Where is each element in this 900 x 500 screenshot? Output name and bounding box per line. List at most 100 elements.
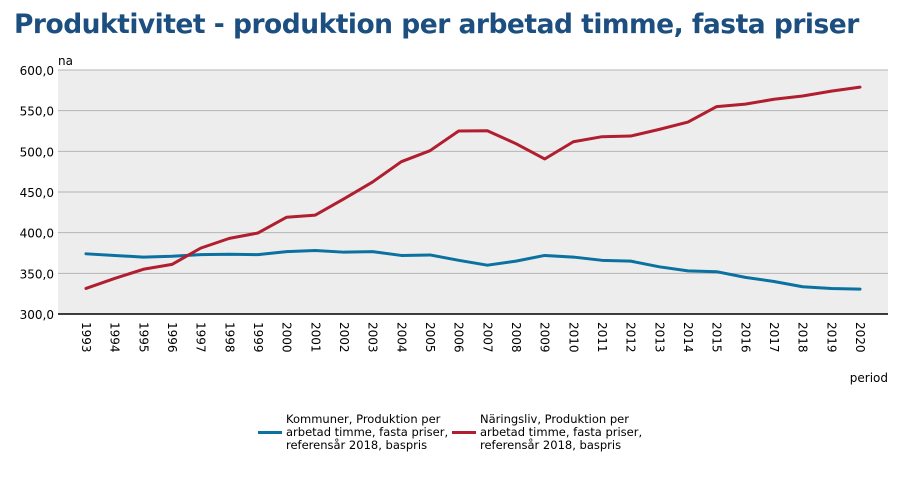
data-point bbox=[170, 255, 174, 258]
x-tick-label: 2013 bbox=[652, 322, 666, 353]
legend-label-naringsliv: Näringsliv, Produktion per arbetad timme… bbox=[480, 412, 643, 452]
data-point bbox=[600, 135, 604, 138]
data-point bbox=[801, 94, 804, 98]
data-point bbox=[457, 129, 460, 133]
data-point bbox=[199, 246, 202, 250]
x-axis-label: period bbox=[850, 371, 888, 385]
data-point bbox=[830, 89, 833, 93]
legend-swatch-kommuner bbox=[258, 431, 282, 434]
data-point bbox=[830, 287, 833, 290]
x-tick-label: 2005 bbox=[423, 322, 437, 353]
y-tick-label: 350,0 bbox=[20, 267, 54, 281]
data-point bbox=[801, 285, 804, 288]
y-axis-label: na bbox=[58, 54, 73, 68]
chart-title: Produktivitet - produktion per arbetad t… bbox=[14, 9, 859, 40]
data-point bbox=[228, 253, 231, 256]
data-point bbox=[256, 253, 260, 256]
x-tick-label: 2001 bbox=[308, 322, 322, 353]
data-point bbox=[170, 263, 174, 266]
data-point bbox=[285, 216, 288, 219]
data-point bbox=[514, 142, 518, 145]
x-tick-label: 2011 bbox=[595, 322, 609, 353]
x-tick-label: 2010 bbox=[566, 322, 580, 353]
data-point bbox=[543, 157, 546, 161]
x-tick-label: 1993 bbox=[79, 322, 93, 353]
data-point bbox=[744, 276, 747, 279]
data-point bbox=[486, 264, 489, 267]
series-line-kommuner bbox=[84, 249, 862, 291]
x-tick-label: 2009 bbox=[538, 322, 552, 353]
y-tick-label: 500,0 bbox=[20, 145, 54, 159]
data-point bbox=[744, 102, 747, 106]
data-point bbox=[371, 250, 374, 253]
data-point bbox=[113, 254, 116, 257]
data-point bbox=[772, 280, 776, 283]
data-point bbox=[772, 98, 776, 101]
legend-label-kommuner: Kommuner, Produktion per arbetad timme, … bbox=[286, 412, 449, 452]
data-point bbox=[486, 129, 489, 132]
data-point bbox=[314, 213, 317, 217]
data-point bbox=[572, 140, 575, 143]
data-point bbox=[514, 259, 518, 263]
data-point bbox=[858, 85, 862, 89]
data-point bbox=[84, 287, 88, 290]
x-tick-label: 1999 bbox=[251, 322, 265, 353]
legend-item-kommuner: Kommuner, Produktion per arbetad timme, … bbox=[258, 413, 456, 452]
data-point bbox=[400, 254, 403, 257]
x-tick-label: 2012 bbox=[624, 322, 638, 353]
data-point bbox=[629, 134, 632, 138]
x-tick-label: 1994 bbox=[108, 322, 122, 353]
x-tick-label: 1998 bbox=[222, 322, 236, 353]
y-tick-label: 450,0 bbox=[20, 186, 54, 200]
y-tick-label: 400,0 bbox=[20, 227, 54, 241]
data-point bbox=[715, 105, 718, 108]
x-tick-label: 2003 bbox=[366, 322, 380, 353]
data-point bbox=[256, 231, 260, 235]
y-tick-label: 600,0 bbox=[20, 64, 54, 78]
data-point bbox=[142, 255, 145, 259]
x-tick-label: 1995 bbox=[136, 322, 150, 353]
legend-item-naringsliv: Näringsliv, Produktion per arbetad timme… bbox=[452, 413, 650, 452]
x-tick-label: 2014 bbox=[681, 322, 695, 353]
x-tick-label: 2008 bbox=[509, 322, 523, 353]
x-tick-label: 2018 bbox=[796, 322, 810, 353]
data-point bbox=[142, 268, 145, 271]
data-point bbox=[457, 259, 460, 262]
x-tick-label: 1997 bbox=[194, 322, 208, 353]
x-tick-label: 1996 bbox=[165, 322, 179, 353]
x-tick-label: 2015 bbox=[710, 322, 724, 353]
x-tick-label: 2019 bbox=[824, 322, 838, 353]
data-point bbox=[428, 149, 432, 152]
x-tick-label: 2020 bbox=[853, 322, 867, 353]
data-point bbox=[658, 128, 661, 131]
x-tick-label: 2007 bbox=[480, 322, 494, 353]
data-point bbox=[686, 269, 690, 273]
data-point bbox=[314, 249, 317, 252]
data-point bbox=[84, 252, 88, 256]
legend-swatch-naringsliv bbox=[452, 431, 476, 434]
data-point bbox=[686, 120, 690, 124]
data-point bbox=[858, 287, 862, 291]
x-tick-label: 2016 bbox=[738, 322, 752, 353]
x-tick-label: 2006 bbox=[452, 322, 466, 353]
data-point bbox=[342, 250, 346, 254]
data-point bbox=[199, 253, 202, 256]
y-tick-label: 300,0 bbox=[20, 308, 54, 322]
data-point bbox=[428, 253, 432, 257]
x-tick-label: 2004 bbox=[394, 322, 408, 353]
data-point bbox=[715, 270, 718, 273]
data-point bbox=[658, 265, 661, 269]
x-tick-label: 2017 bbox=[767, 322, 781, 353]
series-line-naringsliv bbox=[84, 85, 862, 290]
y-tick-label: 550,0 bbox=[20, 105, 54, 119]
data-point bbox=[572, 255, 575, 259]
x-tick-label: 2002 bbox=[337, 322, 351, 353]
data-point bbox=[600, 259, 604, 262]
x-tick-label: 2000 bbox=[280, 322, 294, 353]
data-point bbox=[400, 160, 403, 163]
data-point bbox=[629, 259, 632, 263]
data-point bbox=[285, 250, 288, 253]
data-point bbox=[342, 197, 346, 201]
data-point bbox=[371, 180, 374, 184]
